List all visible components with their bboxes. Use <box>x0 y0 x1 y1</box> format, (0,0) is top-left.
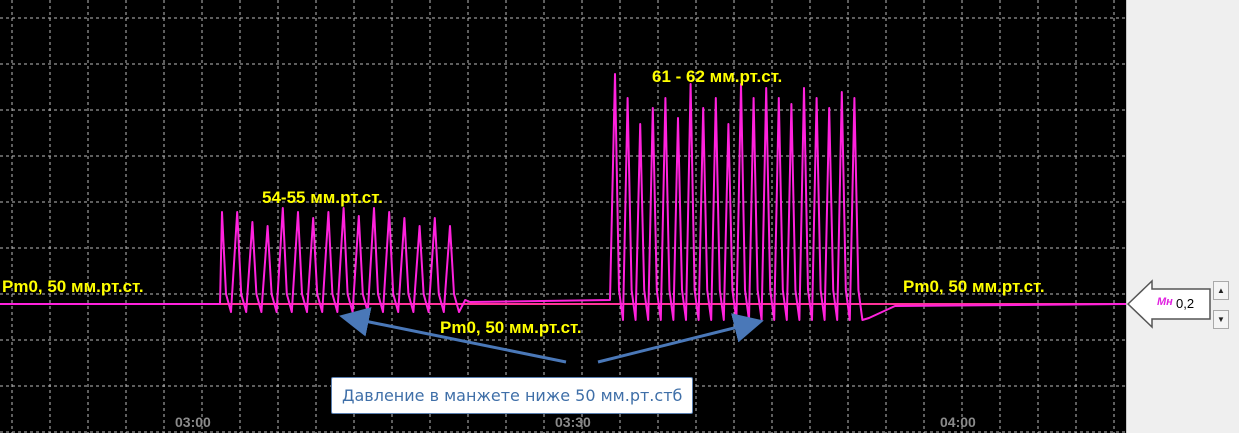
right-panel <box>1126 0 1239 433</box>
plot-area: Pm0, 50 мм.рт.ст. 54-55 мм.рт.ст. 61 - 6… <box>0 0 1126 433</box>
arrow-right <box>597 313 764 364</box>
spin-up-icon[interactable]: ▲ <box>1213 281 1229 300</box>
chart-svg: Pm0, 50 мм.рт.ст. 54-55 мм.рт.ст. 61 - 6… <box>0 0 1126 433</box>
x-tick-0300: 03:00 <box>175 414 211 430</box>
arrow-left <box>339 307 567 364</box>
callout-arrows <box>339 307 764 364</box>
annotation-center-baseline: Pm0, 50 мм.рт.ст. <box>440 318 582 337</box>
callout-box: Давление в манжете ниже 50 мм.рт.стб <box>331 377 694 414</box>
marker-label: Мн <box>1157 296 1173 308</box>
marker-value: 0,2 <box>1176 296 1195 311</box>
cursor-marker[interactable] <box>1126 279 1212 329</box>
grid <box>0 0 1126 433</box>
x-tick-0400: 04:00 <box>940 414 976 430</box>
annotation-left-baseline: Pm0, 50 мм.рт.ст. <box>2 277 144 296</box>
pressure-signal <box>0 73 1126 321</box>
x-tick-0330: 03:30 <box>555 414 591 430</box>
annotation-burst2: 61 - 62 мм.рт.ст. <box>652 67 782 86</box>
spin-down-icon[interactable]: ▼ <box>1213 310 1229 329</box>
annotation-burst1: 54-55 мм.рт.ст. <box>262 188 383 207</box>
annotation-right-baseline: Pm0, 50 мм.рт.ст. <box>903 277 1045 296</box>
